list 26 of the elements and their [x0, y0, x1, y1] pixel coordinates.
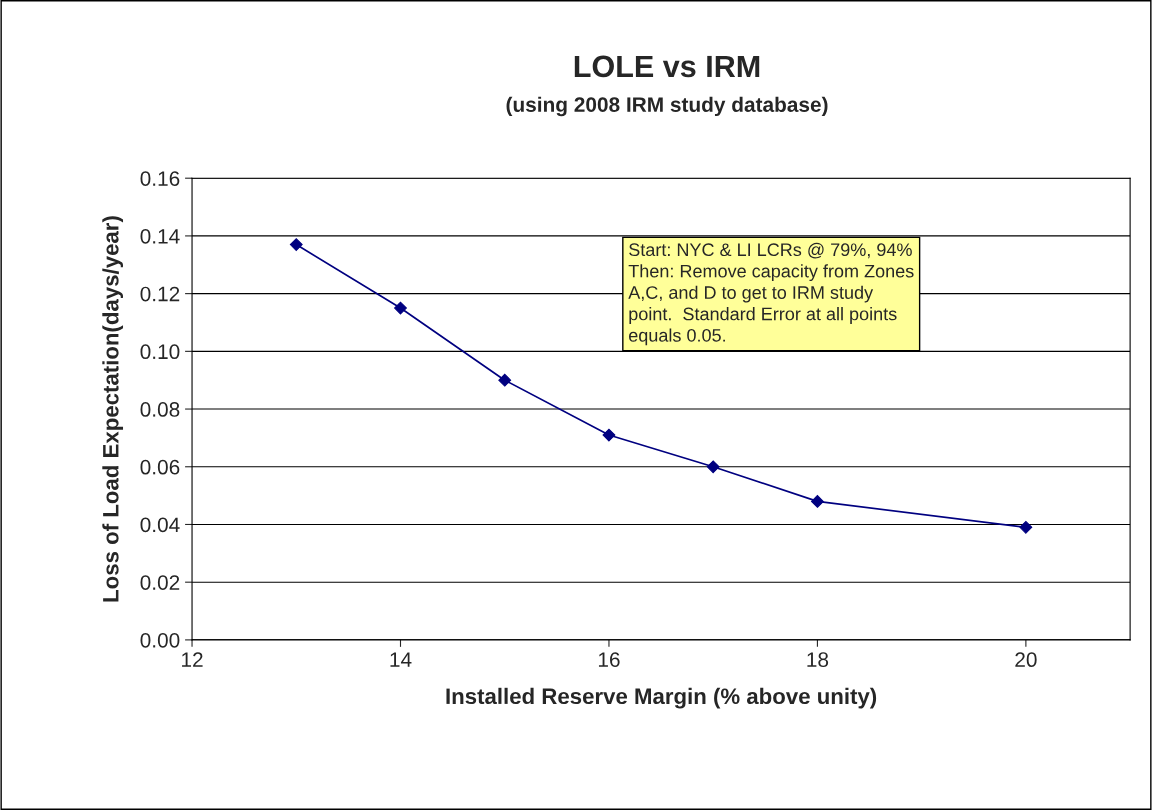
- y-tick-label: 0.04: [140, 517, 180, 533]
- chart-title: LOLE vs IRM: [574, 55, 760, 78]
- point: [289, 238, 303, 251]
- y-tick-label: 0.16: [140, 171, 180, 186]
- y-tick-label: 0.06: [140, 459, 180, 475]
- x-tick-label: 12: [182, 652, 203, 667]
- x-axis-title: Installed Reserve Margin (% above unity): [446, 687, 877, 709]
- x-tick-label: 20: [1015, 652, 1037, 668]
- point: [1019, 520, 1033, 534]
- point: [811, 494, 824, 508]
- y-tick-label: 0.10: [140, 344, 180, 360]
- point: [602, 428, 616, 442]
- y-axis-title: Loss of Load Expectation(days/year): [102, 216, 124, 602]
- x-tick-label: 16: [598, 652, 620, 668]
- point: [498, 373, 512, 387]
- point: [394, 301, 407, 315]
- x-tick-label: 14: [390, 652, 412, 667]
- annotation: Start: NYC & LI LCRs @ 79%, 94% Then: Remove capacity from Zones A,C, and D to get to IRM study point. Standard Error at all points equals 0.05.: [628, 242, 914, 346]
- y-tick-label: 0.08: [140, 402, 180, 417]
- y-tick-label: 0.12: [140, 286, 180, 302]
- point: [706, 460, 720, 474]
- y-tick-label: 0.00: [140, 632, 180, 648]
- y-tick-label: 0.02: [140, 575, 180, 590]
- y-tick-label: 0.14: [140, 228, 180, 244]
- chart-subtitle: (using 2008 IRM study database): [506, 96, 828, 117]
- x-tick-label: 18: [807, 652, 829, 668]
